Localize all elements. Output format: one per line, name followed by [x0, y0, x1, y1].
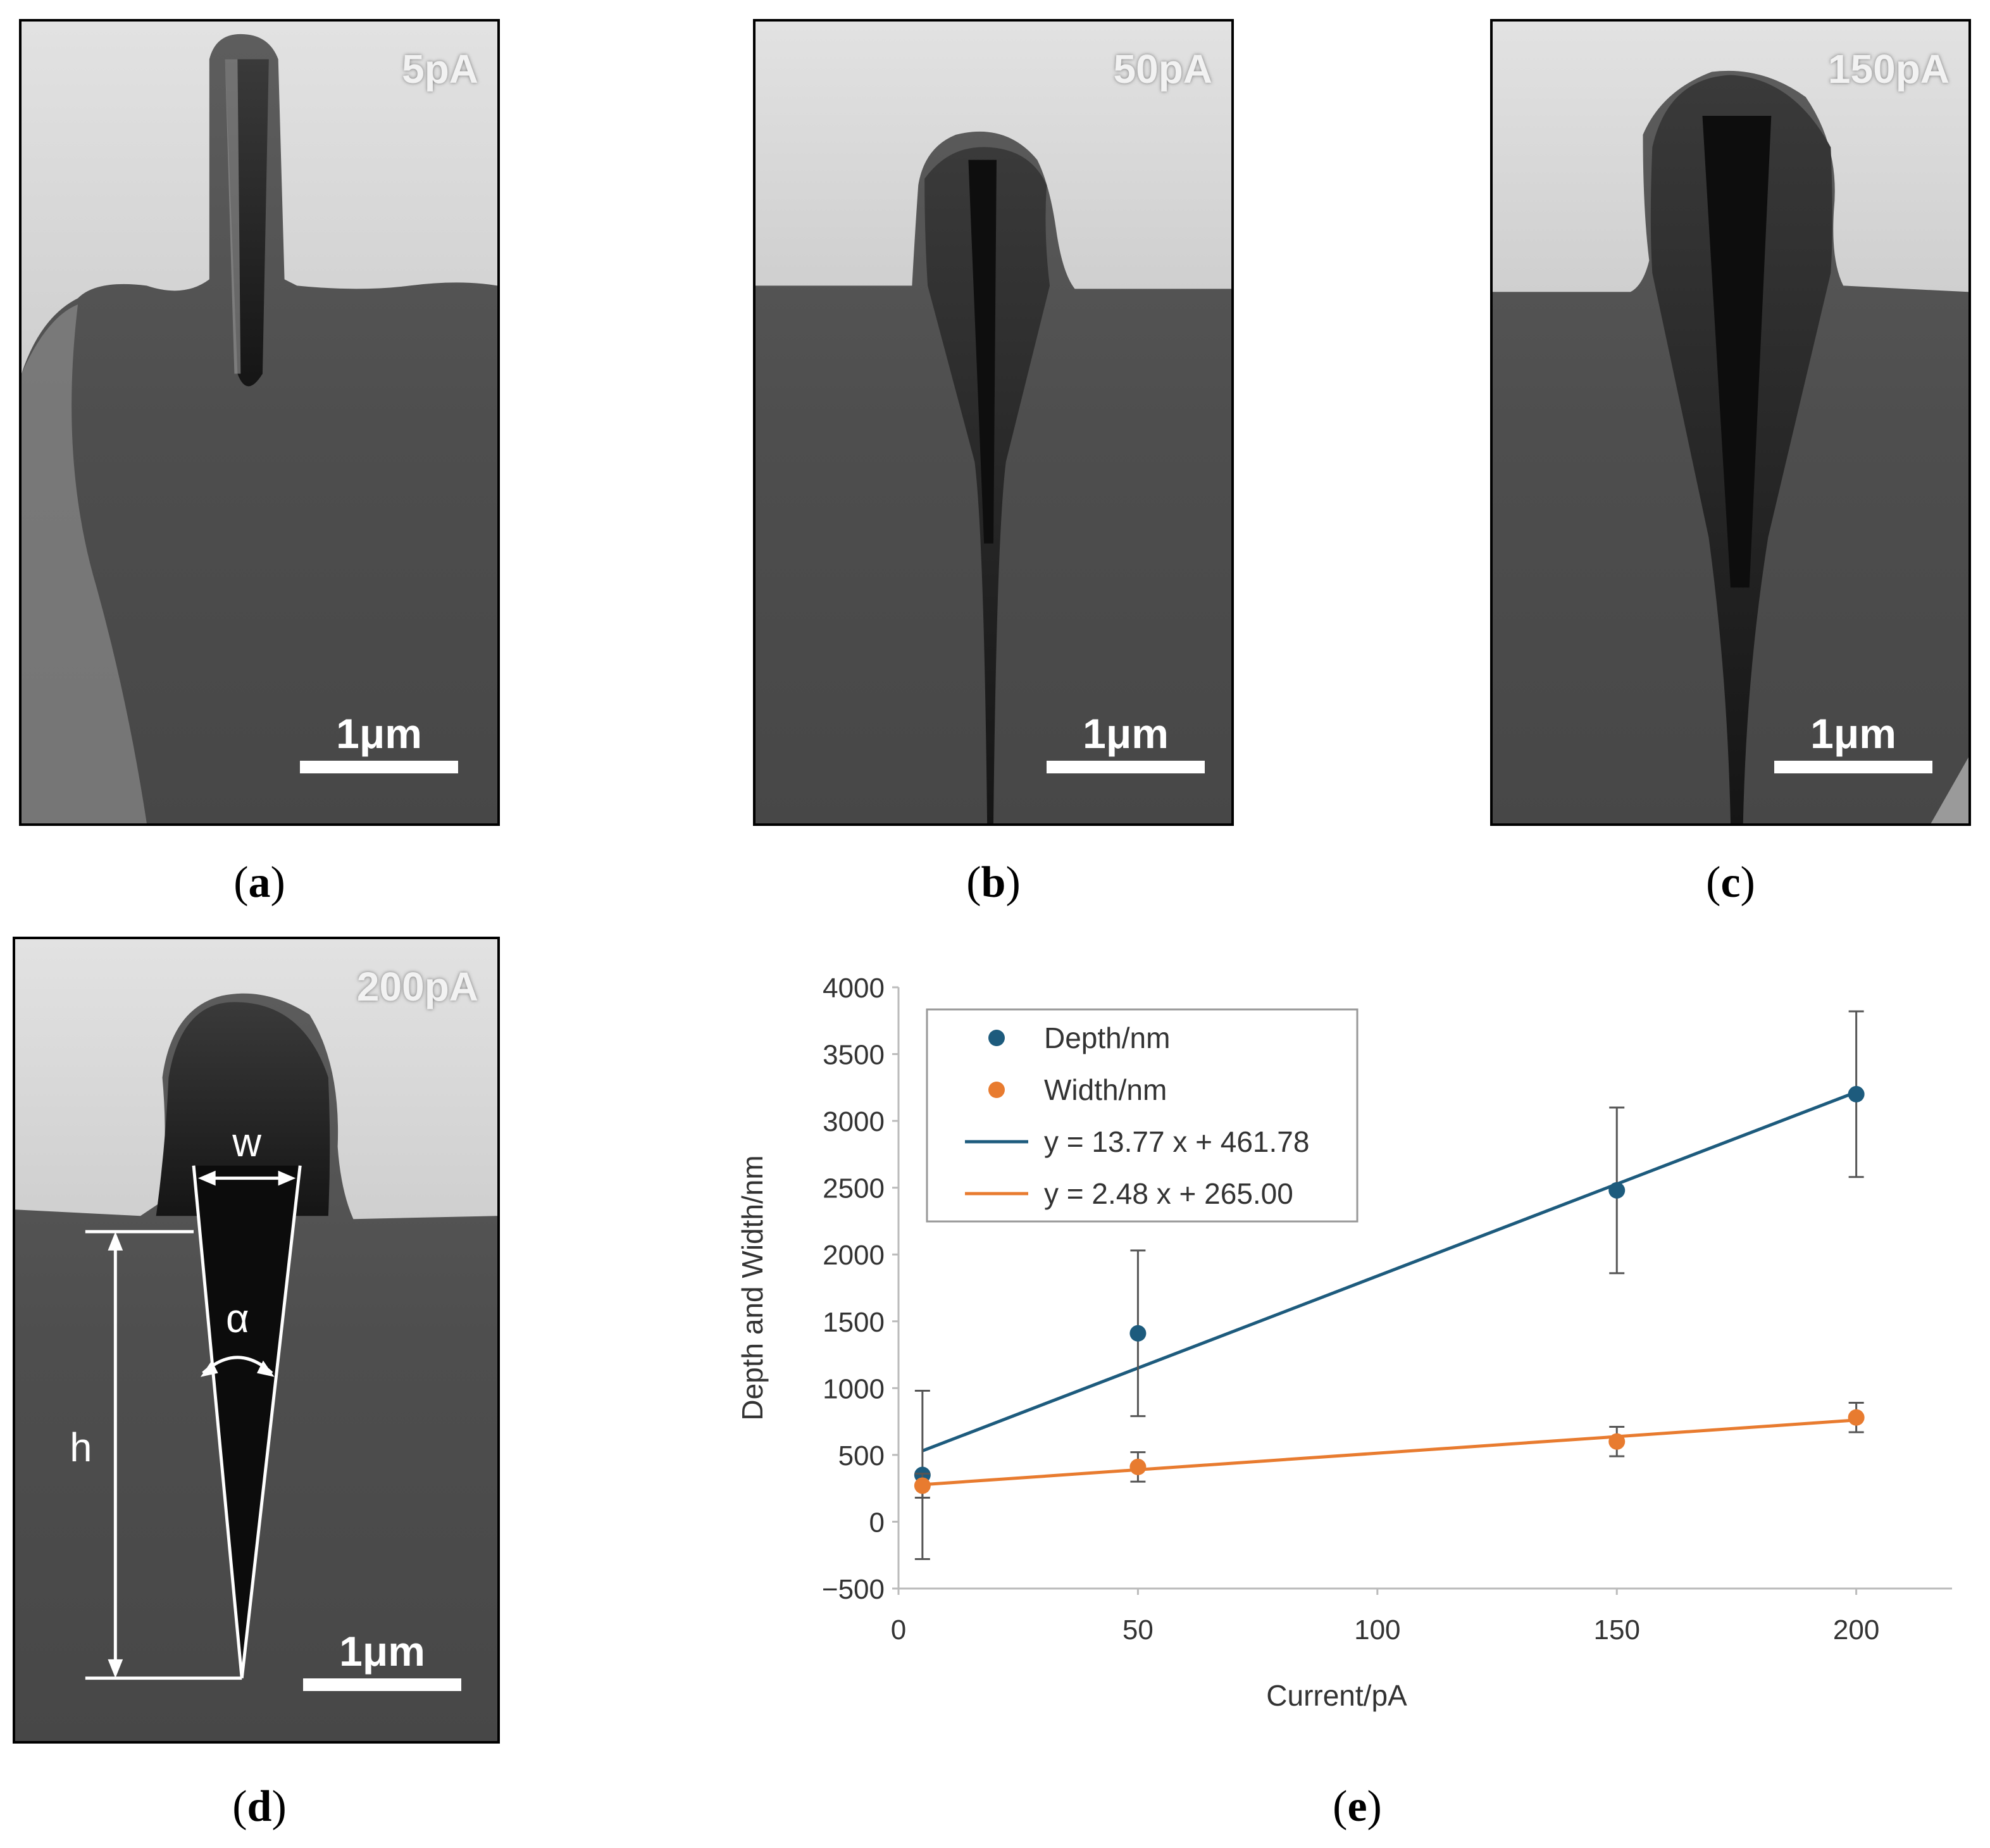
scale-bar-line	[300, 761, 458, 773]
fit-line-width	[922, 1418, 1856, 1487]
sem-image-c	[1493, 22, 1968, 823]
caption-a: (a)	[233, 858, 285, 907]
beam-current-label: 50pA	[1113, 46, 1213, 92]
beam-current-label: 150pA	[1827, 46, 1950, 92]
scale-bar-line	[1047, 761, 1205, 773]
sem-image-panel-a: 5pA 1μm	[19, 19, 500, 826]
x-axis-title: Current/pA	[1266, 1679, 1407, 1712]
x-tick-label: 150	[1594, 1614, 1640, 1645]
scale-bar: 1μm	[1774, 711, 1932, 773]
y-tick-label: 3000	[823, 1106, 885, 1137]
data-point-width	[1608, 1433, 1626, 1450]
sem-image-a	[22, 22, 497, 823]
scale-bar-label: 1μm	[1083, 710, 1169, 757]
sem-image-b	[756, 22, 1231, 823]
data-point-depth	[1129, 1325, 1147, 1342]
data-point-width	[1848, 1409, 1865, 1426]
data-point-depth	[1848, 1085, 1865, 1102]
data-point-depth	[1608, 1182, 1626, 1199]
width-annotation-label: w	[232, 1121, 261, 1165]
height-annotation-label: h	[70, 1426, 92, 1470]
scale-bar: 1μm	[1047, 711, 1205, 773]
x-tick-label: 0	[891, 1614, 906, 1645]
caption-e: (e)	[1333, 1782, 1382, 1831]
beam-current-label: 5pA	[402, 46, 478, 92]
scale-bar: 1μm	[300, 711, 458, 773]
data-point-width	[914, 1477, 931, 1494]
sem-image-panel-c: 150pA 1μm	[1490, 19, 1971, 826]
y-tick-label: 500	[838, 1440, 885, 1471]
x-tick-label: 100	[1354, 1614, 1400, 1645]
y-tick-label: 0	[869, 1507, 885, 1538]
data-point-width	[1129, 1458, 1147, 1475]
scale-bar-label: 1μm	[1810, 710, 1896, 757]
legend-width-fit-label: y = 2.48 x + 265.00	[1044, 1177, 1293, 1210]
y-tick-label: 2000	[823, 1240, 885, 1271]
sem-image-panel-b: 50pA 1μm	[753, 19, 1234, 826]
x-tick-label: 200	[1833, 1614, 1879, 1645]
fit-line-depth	[921, 1090, 1857, 1452]
scale-bar: 1μm	[303, 1629, 461, 1691]
scale-bar-label: 1μm	[339, 1628, 425, 1675]
legend-width-label: Width/nm	[1044, 1073, 1167, 1106]
y-tick-label: −500	[822, 1574, 885, 1605]
y-tick-label: 4000	[823, 973, 885, 1004]
scale-bar-line	[303, 1678, 461, 1691]
beam-current-label: 200pA	[356, 964, 478, 1009]
sem-image-panel-d: w α h 200pA 1μm	[13, 937, 500, 1744]
y-tick-label: 3500	[823, 1040, 885, 1071]
y-tick-label: 1000	[823, 1373, 885, 1404]
legend-depth-marker	[988, 1030, 1005, 1046]
x-tick-label: 50	[1122, 1614, 1154, 1645]
caption-b: (b)	[966, 858, 1021, 907]
legend-depth-fit-label: y = 13.77 x + 461.78	[1044, 1125, 1309, 1158]
sem-image-d: w α h	[15, 939, 497, 1741]
y-tick-label: 1500	[823, 1307, 885, 1338]
angle-annotation-label: α	[226, 1297, 249, 1341]
scale-bar-line	[1774, 761, 1932, 773]
legend-depth-label: Depth/nm	[1044, 1021, 1170, 1054]
caption-c: (c)	[1706, 858, 1755, 907]
scale-bar-label: 1μm	[336, 710, 422, 757]
y-tick-label: 2500	[823, 1173, 885, 1204]
y-axis-title: Depth and Width/nm	[736, 1155, 769, 1420]
caption-d: (d)	[232, 1782, 287, 1831]
legend-width-marker	[988, 1082, 1005, 1098]
